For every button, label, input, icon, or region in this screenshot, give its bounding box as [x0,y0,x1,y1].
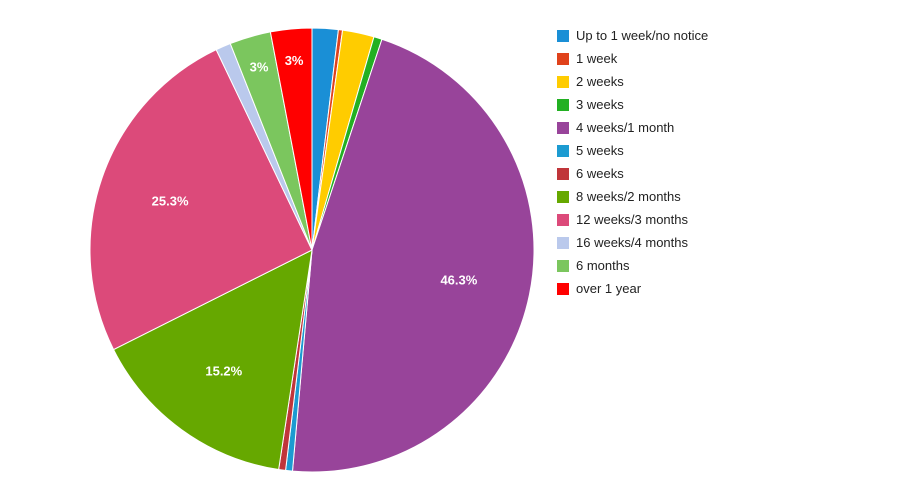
legend-label-2: 2 weeks [576,74,624,89]
legend-item-1: 1 week [557,47,708,70]
legend-label-11: over 1 year [576,281,642,296]
legend-item-9: 16 weeks/4 months [557,231,708,254]
pie-slice-8 [89,49,313,351]
legend-label-7: 8 weeks/2 months [576,189,681,204]
legend-swatch-10 [557,259,569,272]
legend-label-8: 12 weeks/3 months [576,212,689,227]
legend-item-0: Up to 1 week/no notice [557,24,708,47]
legend-label-10: 6 months [576,258,630,273]
slice-data-label-8: 25.3% [152,193,189,208]
legend-swatch-3 [557,98,569,111]
pie-slice-4 [291,38,535,473]
legend-swatch-11 [557,282,569,295]
legend-item-3: 3 weeks [557,93,708,116]
legend-swatch-6 [557,167,569,180]
pie-slice-11 [269,27,313,251]
legend-swatch-7 [557,190,569,203]
legend-label-0: Up to 1 week/no notice [576,28,709,43]
legend-item-10: 6 months [557,254,708,277]
legend-swatch-2 [557,75,569,88]
legend-label-4: 4 weeks/1 month [576,120,675,135]
pie-slice-7 [112,249,313,471]
legend-item-11: over 1 year [557,277,708,300]
legend-swatch-9 [557,236,569,249]
slice-data-label-7: 15.2% [205,363,242,378]
legend-label-1: 1 week [576,51,618,66]
legend-item-8: 12 weeks/3 months [557,208,708,231]
slice-data-label-10: 3% [250,60,269,75]
legend-swatch-5 [557,144,569,157]
legend-swatch-1 [557,52,569,65]
legend-item-5: 5 weeks [557,139,708,162]
legend-swatch-8 [557,213,569,226]
chart-legend: Up to 1 week/no notice 1 week 2 weeks 3 wee… [557,24,708,300]
legend-label-5: 5 weeks [576,143,624,158]
legend-label-3: 3 weeks [576,97,624,112]
legend-label-9: 16 weeks/4 months [576,235,689,250]
legend-label-6: 6 weeks [576,166,624,181]
legend-item-7: 8 weeks/2 months [557,185,708,208]
legend-item-4: 4 weeks/1 month [557,116,708,139]
legend-item-6: 6 weeks [557,162,708,185]
legend-swatch-4 [557,121,569,134]
legend-item-2: 2 weeks [557,70,708,93]
legend-swatch-0 [557,29,569,42]
slice-data-label-4: 46.3% [440,272,477,287]
slice-data-label-11: 3% [285,53,304,68]
